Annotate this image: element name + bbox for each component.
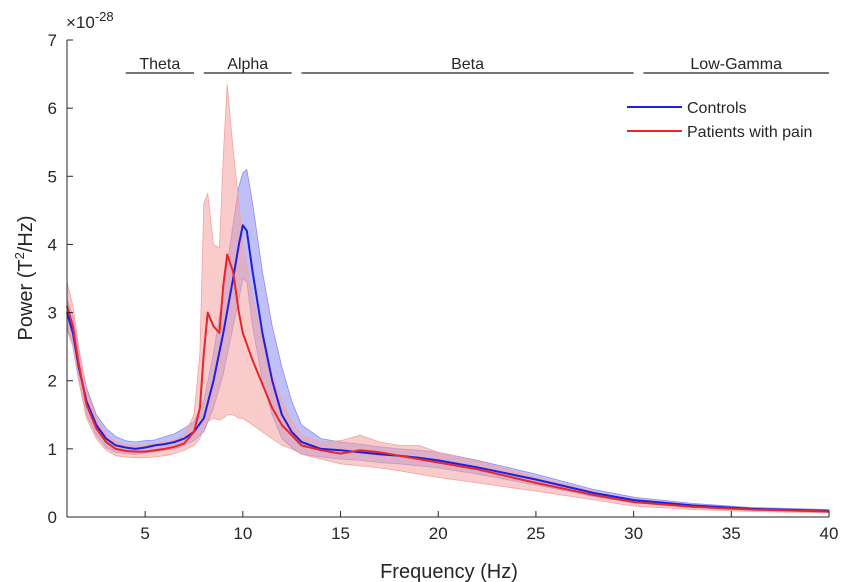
legend-label-controls: Controls xyxy=(687,100,747,117)
y-tick-label: 0 xyxy=(48,508,57,527)
axes xyxy=(66,40,829,518)
band-label: Beta xyxy=(451,56,484,73)
y-axis-exponent: ×10-28 xyxy=(66,9,114,32)
y-tick-label: 3 xyxy=(48,304,57,323)
y-tick-label: 7 xyxy=(48,31,57,50)
y-axis-label: Power (T2/Hz) xyxy=(12,215,37,340)
x-tick-label: 10 xyxy=(233,524,252,543)
line-series-0 xyxy=(66,224,830,512)
y-tick-label: 6 xyxy=(48,99,57,118)
x-tick-label: 20 xyxy=(429,524,448,543)
confidence-bands xyxy=(66,84,830,514)
x-ticks: 5 10 15 20 25 30 35 40 xyxy=(140,511,838,543)
legend: Controls Patients with pain xyxy=(627,100,812,141)
legend-label-patients: Patients with pain xyxy=(687,124,812,141)
x-tick-label: 15 xyxy=(331,524,350,543)
band-series-1 xyxy=(66,84,830,514)
x-tick-label: 40 xyxy=(820,524,839,543)
y-axis-label-tail: /Hz) xyxy=(15,215,37,252)
x-tick-label: 25 xyxy=(526,524,545,543)
y-ticks: 0 1 2 3 4 5 6 7 xyxy=(48,31,73,527)
band-label: Alpha xyxy=(227,56,268,73)
y-axis-label-main: Power (T xyxy=(15,259,37,340)
exponent-power: -28 xyxy=(95,9,114,24)
y-tick-label: 2 xyxy=(48,372,57,391)
frequency-band-brackets: Theta Alpha Beta Low-Gamma xyxy=(125,56,829,74)
y-axis-label-sup: 2 xyxy=(12,252,27,259)
mean-lines xyxy=(66,224,830,513)
band-label: Theta xyxy=(139,56,180,73)
y-tick-label: 1 xyxy=(48,440,57,459)
x-axis-label: Frequency (Hz) xyxy=(380,561,518,582)
y-tick-label: 5 xyxy=(48,167,57,186)
y-tick-label: 4 xyxy=(48,235,57,254)
x-tick-label: 5 xyxy=(140,524,149,543)
x-tick-label: 30 xyxy=(624,524,643,543)
band-label: Low-Gamma xyxy=(690,56,782,73)
x-tick-label: 35 xyxy=(722,524,741,543)
exponent-base: ×10 xyxy=(66,13,95,32)
line-series-1 xyxy=(66,253,830,513)
